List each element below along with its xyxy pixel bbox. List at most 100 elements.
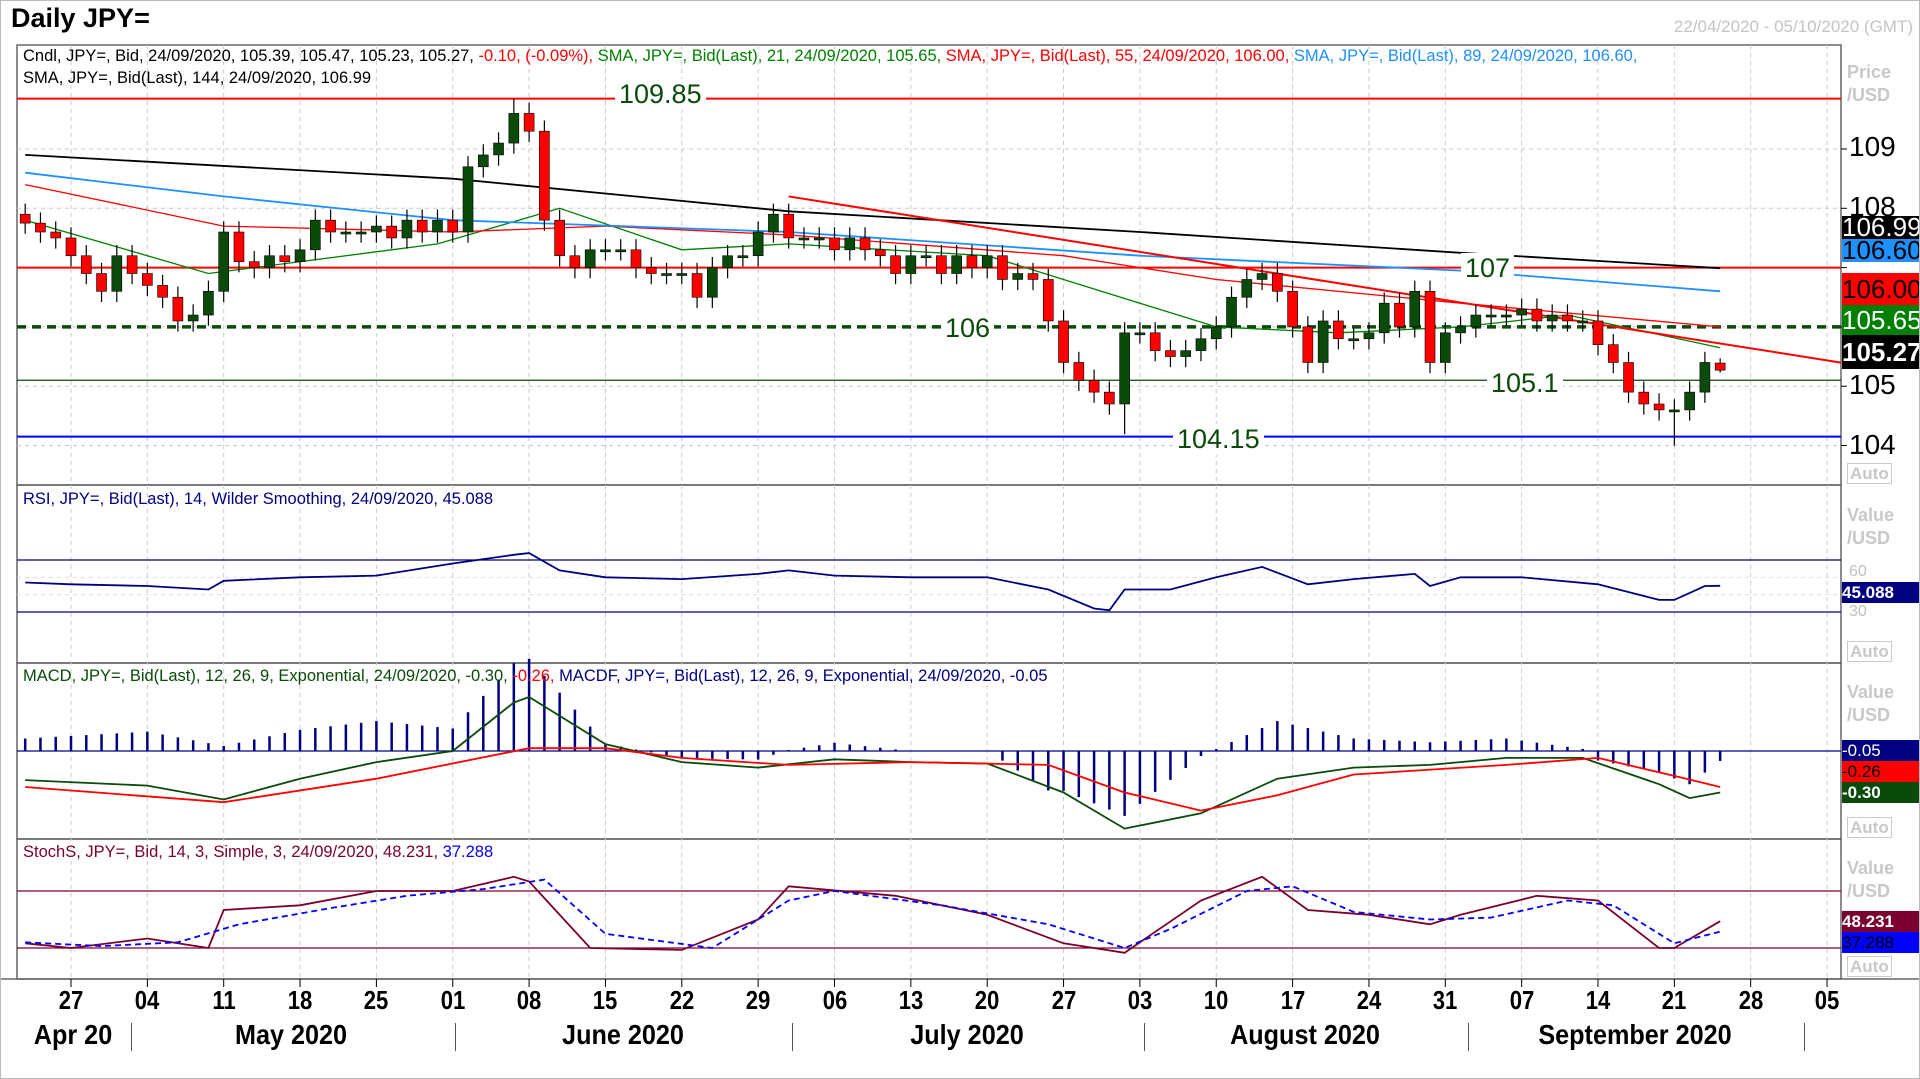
candle (890, 245, 901, 285)
month-separator (131, 1023, 132, 1051)
price-tick: 104 (1849, 429, 1896, 460)
candle-body (19, 213, 31, 224)
candle (905, 245, 917, 285)
candle-body (310, 219, 321, 251)
date-tick-label: 05 (1814, 985, 1840, 1015)
date-tick-label: 08 (516, 985, 542, 1015)
candle (1042, 268, 1054, 332)
candle-body (1455, 326, 1466, 334)
candle (355, 221, 367, 243)
candle (875, 239, 886, 267)
macd-auto-scale-button[interactable]: Auto (1847, 817, 1892, 838)
candle-body (645, 267, 657, 274)
level-label-109-85: 109.85 (615, 79, 706, 110)
stoch-auto-scale-button[interactable]: Auto (1847, 956, 1892, 977)
candle-body (1669, 409, 1680, 413)
candle (1302, 316, 1314, 374)
price-auto-scale-button[interactable]: Auto (1847, 463, 1892, 484)
candle-body (1287, 291, 1298, 328)
candle (676, 262, 688, 285)
date-tick-label: 06 (822, 985, 847, 1015)
candle (294, 239, 306, 273)
candle-body (50, 231, 62, 239)
axis-label-line: /USD (1847, 85, 1891, 105)
rsi-auto-scale-button[interactable]: Auto (1847, 641, 1892, 662)
month-separator (1144, 1023, 1145, 1051)
candle (1058, 310, 1069, 374)
candle-body (722, 255, 733, 268)
candle-body (248, 261, 260, 268)
candle-body (707, 267, 718, 298)
candle-body (96, 273, 107, 292)
axis-label-line: Price (1847, 62, 1892, 82)
candle-body (126, 255, 138, 274)
trendline (788, 195, 1842, 364)
candle (936, 245, 947, 285)
candle (539, 120, 550, 231)
candle-body (1333, 320, 1344, 340)
date-tick-label: 13 (898, 985, 924, 1015)
date-range: 22/04/2020 - 05/10/2020 (GMT) (1673, 17, 1913, 36)
month-label: September 2020 (1538, 1019, 1732, 1050)
date-tick-label: 07 (1509, 985, 1534, 1015)
candle (1440, 322, 1451, 374)
panel-frame (16, 44, 1842, 486)
candle (554, 209, 565, 267)
candle-body (554, 219, 565, 257)
candle (325, 209, 336, 243)
candle-body (829, 237, 840, 251)
candle-body (416, 219, 428, 233)
candle-body (981, 255, 993, 268)
candle-body (875, 249, 886, 257)
candle (80, 245, 92, 285)
candle-body (1516, 308, 1527, 316)
month-separator (1468, 1023, 1469, 1051)
candle (157, 274, 168, 308)
candle (432, 209, 443, 243)
candle-body (1104, 391, 1115, 405)
candle (1134, 322, 1146, 344)
legend-segment: -0.10, (-0.09%), (478, 47, 598, 65)
candle-body (371, 225, 382, 233)
candle (218, 221, 229, 302)
candle (783, 203, 794, 249)
candle-body (172, 296, 184, 322)
macd-axis-label: Value/USD (1847, 681, 1894, 727)
month-label: June 2020 (562, 1019, 684, 1050)
candle-body (1607, 344, 1619, 363)
candle (1485, 304, 1497, 326)
candle-body (1653, 403, 1665, 411)
candle-body (1149, 332, 1161, 351)
candle-body (1119, 332, 1130, 405)
sma21-value-tag: 105.65 (1842, 305, 1920, 335)
candle-body (966, 255, 978, 268)
candle (1287, 280, 1298, 338)
month-label: August 2020 (1230, 1019, 1380, 1050)
last-price-tag: 105.27 (1842, 335, 1920, 369)
date-tick-label: 18 (287, 985, 313, 1015)
candle (233, 221, 245, 273)
candle (1027, 262, 1039, 291)
candle-body (142, 273, 153, 286)
candle (1210, 316, 1222, 350)
candle-body (676, 273, 688, 276)
stoch-d-value-tag: 37.288 (1842, 932, 1919, 953)
axis-label-line: /USD (1847, 881, 1891, 901)
macdf-value-tag: -0.05 (1842, 740, 1919, 761)
candle-body (432, 219, 443, 233)
candle-body (1485, 314, 1497, 318)
candle-body (1226, 296, 1237, 328)
candle-body (997, 255, 1008, 280)
candle-body (630, 249, 642, 268)
date-tick-label: 27 (58, 985, 84, 1015)
candle-body (920, 255, 932, 259)
candle (65, 227, 77, 267)
rsi-axis-label: Value/USD (1847, 504, 1894, 550)
candle (111, 245, 123, 302)
candle-body (477, 154, 489, 168)
candle-body (80, 255, 92, 274)
candle (416, 209, 428, 243)
candle (248, 250, 260, 279)
stoch-k-value-tag: 48.231 (1842, 911, 1919, 932)
